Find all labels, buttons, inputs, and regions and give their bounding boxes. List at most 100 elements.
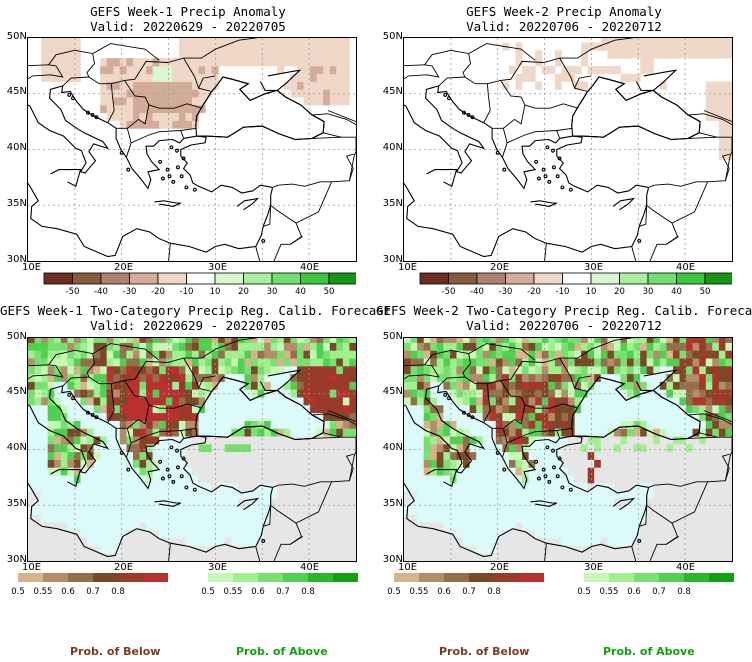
colorbar-tick-label: -30 bbox=[123, 287, 137, 296]
colorbar-tick-label: 0.7 bbox=[652, 587, 666, 597]
colorbar-swatch bbox=[419, 573, 444, 582]
lon-label: 10E bbox=[398, 262, 418, 273]
colorbar-swatch bbox=[214, 272, 244, 285]
colorbar-tick-label: 30 bbox=[643, 287, 654, 296]
lat-label: 30N bbox=[6, 254, 27, 265]
lon-label: 40E bbox=[676, 562, 696, 573]
colorbar-swatch bbox=[505, 272, 535, 285]
colorbar-tick-label: 40 bbox=[295, 287, 306, 296]
colorbar-swatch bbox=[647, 272, 677, 285]
colorbar-tick-label: 0.8 bbox=[677, 587, 691, 597]
anomaly-map-svg bbox=[28, 38, 356, 261]
probability-colorbars: 0.5 0.55 0.6 0.7 0.8 0.5 0.55 0.6 0.7 0.8 bbox=[10, 570, 370, 600]
lon-label: 20E bbox=[114, 562, 134, 573]
anomaly-colorbar: -50 -40 -30 -20 -10 10 20 30 40 50 bbox=[416, 272, 732, 296]
lat-label: 35N bbox=[382, 498, 403, 509]
panel-title: GEFS Week-2 Precip Anomaly bbox=[466, 4, 662, 19]
panel-title: GEFS Week-2 Two-Category Precip Reg. Cal… bbox=[376, 303, 752, 318]
colorbar-swatch bbox=[619, 272, 649, 285]
colorbar-tick-label: 0.6 bbox=[437, 587, 451, 597]
colorbar-tick-label: -40 bbox=[470, 287, 484, 296]
anomaly-map-svg bbox=[404, 38, 732, 261]
lon-label: 20E bbox=[490, 562, 510, 573]
prob-below-label: Prob. of Below bbox=[70, 645, 161, 658]
lat-label: 45N bbox=[6, 86, 27, 97]
lat-label: 40N bbox=[382, 142, 403, 153]
probability-colorbars: 0.5 0.55 0.6 0.7 0.8 0.5 0.55 0.6 0.7 0.8 bbox=[386, 570, 746, 600]
lon-label: 20E bbox=[490, 262, 510, 273]
colorbar-swatch bbox=[634, 573, 659, 582]
colorbar-swatch bbox=[243, 272, 273, 285]
lon-label: 30E bbox=[584, 262, 604, 273]
colorbar-tick-label: 0.7 bbox=[276, 587, 290, 597]
colorbar-tick-label: -40 bbox=[94, 287, 108, 296]
colorbar-tick-label: -20 bbox=[151, 287, 165, 296]
lat-label: 40N bbox=[6, 442, 27, 453]
colorbar-tick-label: 0.6 bbox=[61, 587, 75, 597]
lat-label: 50N bbox=[6, 31, 27, 42]
panel-week1-anomaly: GEFS Week-1 Precip Anomaly Valid: 202206… bbox=[0, 0, 376, 300]
lat-label: 50N bbox=[382, 331, 403, 342]
colorbar-swatch bbox=[18, 573, 43, 582]
map-area bbox=[27, 337, 357, 562]
colorbar-swatch bbox=[444, 573, 469, 582]
colorbar-swatch bbox=[93, 573, 118, 582]
lon-label: 10E bbox=[22, 262, 42, 273]
colorbar-tick-label: 50 bbox=[324, 287, 335, 296]
lat-label: 45N bbox=[382, 86, 403, 97]
colorbar-tick-label: 0.6 bbox=[627, 587, 641, 597]
colorbar-swatch bbox=[283, 573, 308, 582]
colorbar-tick-label: 0.5 bbox=[387, 587, 401, 597]
colorbar-swatch bbox=[308, 573, 333, 582]
colorbar-swatch bbox=[328, 272, 356, 285]
panel-subtitle: Valid: 20220629 - 20220705 bbox=[90, 318, 286, 333]
lat-label: 45N bbox=[382, 386, 403, 397]
colorbar-tick-label: -30 bbox=[499, 287, 513, 296]
colorbar-tick-label: 50 bbox=[700, 287, 711, 296]
lat-label: 35N bbox=[382, 198, 403, 209]
colorbar-tick-label: 0.5 bbox=[577, 587, 591, 597]
colorbar-swatch bbox=[469, 573, 494, 582]
colorbar-swatch bbox=[233, 573, 258, 582]
colorbar-swatch bbox=[609, 573, 634, 582]
colorbar-tick-label: 0.55 bbox=[224, 587, 243, 597]
colorbar-tick-label: 0.55 bbox=[600, 587, 619, 597]
colorbar-tick-label: 0.5 bbox=[201, 587, 215, 597]
colorbar-tick-label: 20 bbox=[238, 287, 249, 296]
map-area bbox=[403, 337, 733, 562]
lat-label: 35N bbox=[6, 198, 27, 209]
colorbar-tick-label: 0.7 bbox=[86, 587, 100, 597]
probability-map-svg bbox=[28, 338, 356, 561]
prob-above-label: Prob. of Above bbox=[603, 645, 695, 658]
colorbar-tick-label: 0.8 bbox=[301, 587, 315, 597]
colorbar-tick-label: -10 bbox=[180, 287, 194, 296]
panel-subtitle: Valid: 20220706 - 20220712 bbox=[466, 19, 662, 34]
lon-label: 10E bbox=[22, 562, 42, 573]
colorbar-swatch bbox=[208, 573, 233, 582]
colorbar-tick-label: 40 bbox=[671, 287, 682, 296]
panel-subtitle: Valid: 20220706 - 20220712 bbox=[466, 318, 662, 333]
colorbar-tick-label: 10 bbox=[210, 287, 221, 296]
lat-label: 30N bbox=[382, 254, 403, 265]
lon-label: 30E bbox=[584, 562, 604, 573]
colorbar-tick-label: -50 bbox=[442, 287, 456, 296]
lon-label: 40E bbox=[676, 262, 696, 273]
colorbar-tick-label: 0.7 bbox=[462, 587, 476, 597]
panel-subtitle: Valid: 20220629 - 20220705 bbox=[90, 19, 286, 34]
colorbar-tick-label: 0.5 bbox=[11, 587, 25, 597]
prob-above-label: Prob. of Above bbox=[236, 645, 328, 658]
lat-label: 30N bbox=[382, 554, 403, 565]
colorbar-swatch bbox=[157, 272, 187, 285]
colorbar-tick-label: -20 bbox=[527, 287, 541, 296]
colorbar-tick-label: 0.8 bbox=[111, 587, 125, 597]
colorbar-swatch bbox=[186, 272, 216, 285]
colorbar-swatch bbox=[494, 573, 519, 582]
colorbar-swatch bbox=[419, 272, 449, 285]
lon-label: 30E bbox=[208, 262, 228, 273]
colorbar-swatch bbox=[709, 573, 734, 582]
panel-week2-probability: GEFS Week-2 Two-Category Precip Reg. Cal… bbox=[376, 300, 752, 662]
colorbar-swatch bbox=[448, 272, 478, 285]
colorbar-swatch bbox=[143, 573, 168, 582]
colorbar-tick-label: 20 bbox=[614, 287, 625, 296]
colorbar-swatch bbox=[100, 272, 130, 285]
